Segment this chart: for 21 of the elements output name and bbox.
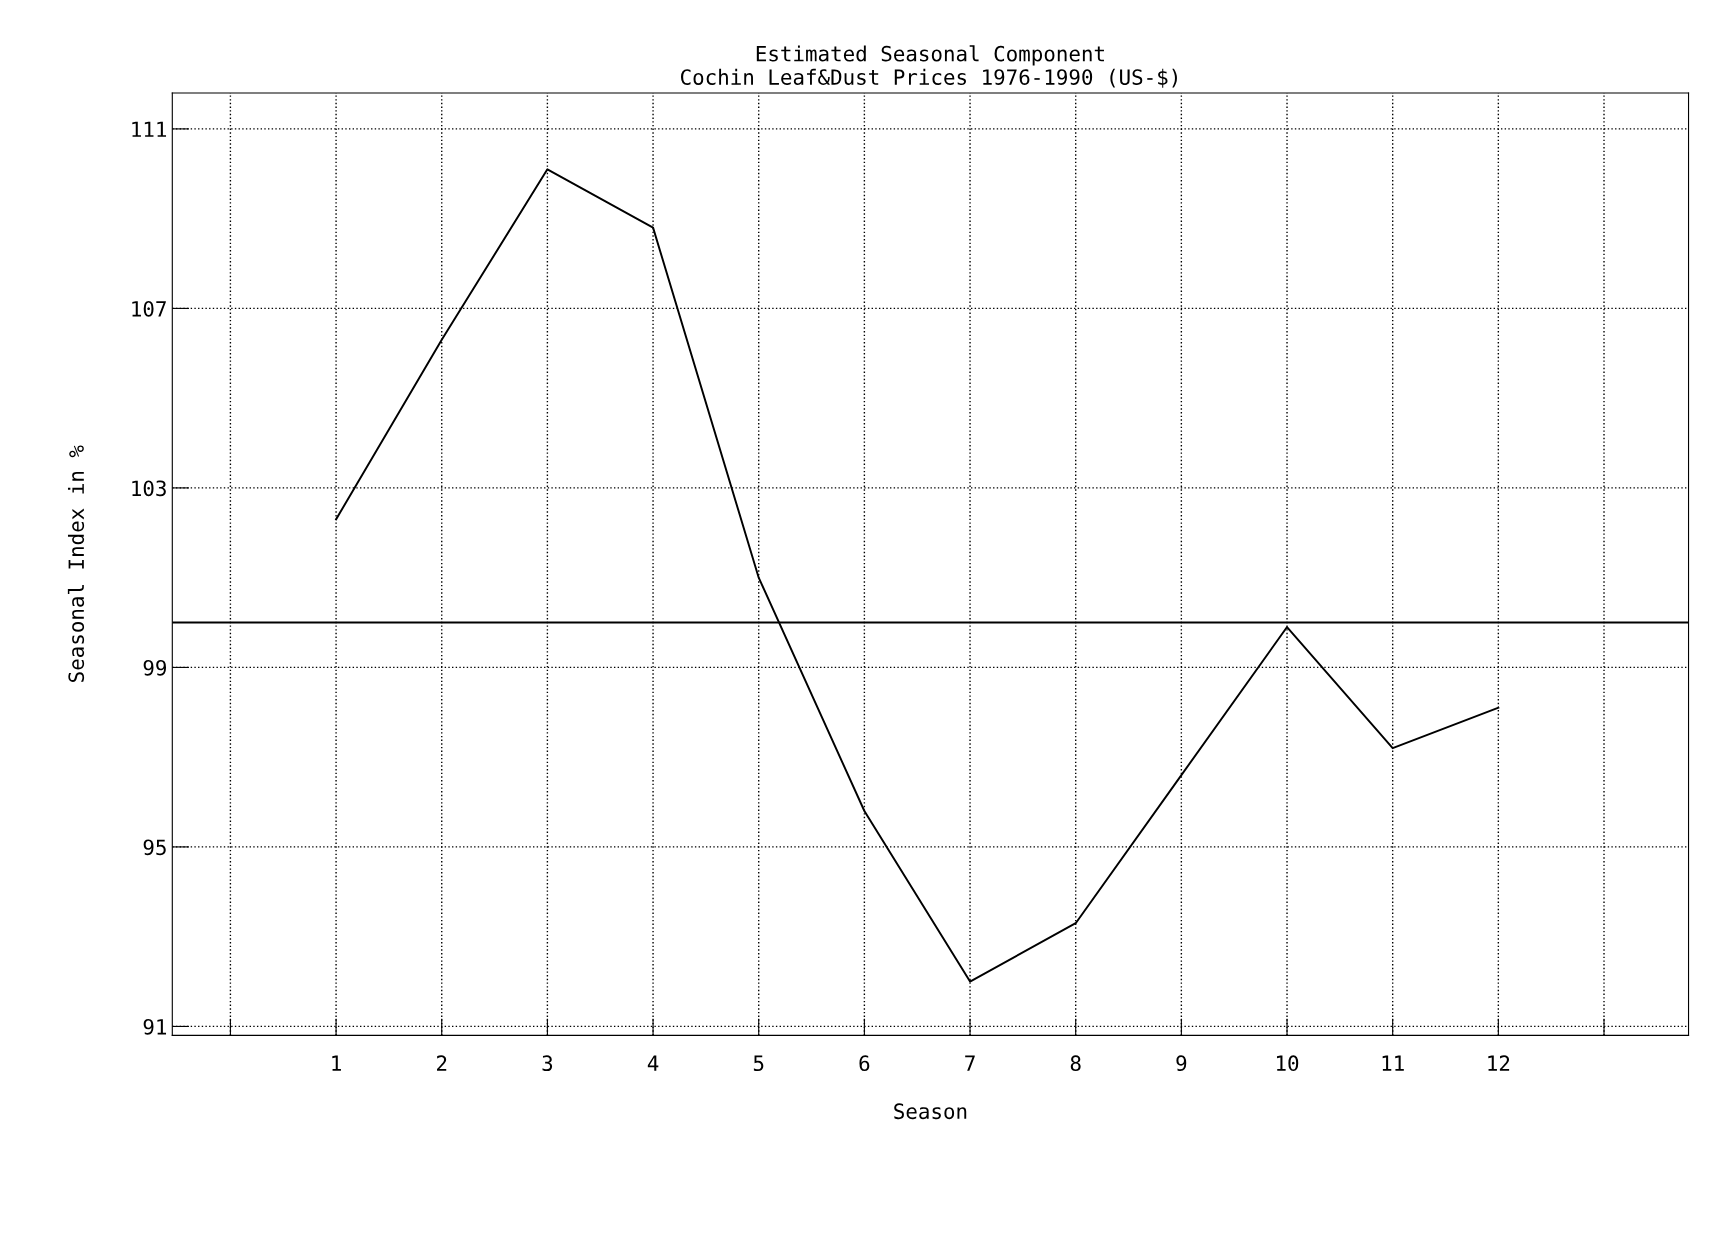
y-tick-label: 99: [143, 659, 167, 676]
x-tick-label: 4: [647, 1055, 659, 1071]
y-tick-label: 95: [143, 839, 166, 856]
x-tick-label: 9: [1176, 1055, 1187, 1072]
x-tick-label: 11: [1382, 1055, 1404, 1071]
y-tick-label: 111: [132, 121, 167, 137]
x-tick-label: 8: [1070, 1055, 1081, 1072]
x-tick-label: 7: [965, 1055, 975, 1071]
x-axis-title: Season: [894, 1103, 967, 1120]
x-tick-label: 5: [753, 1055, 764, 1072]
y-tick-label: 103: [132, 480, 166, 497]
y-tick-label: 91: [143, 1018, 167, 1035]
x-tick-label: 1: [332, 1055, 341, 1071]
y-axis-title: Seasonal Index in %: [67, 445, 85, 682]
y-tick-label: 107: [132, 300, 166, 317]
x-tick-label: 3: [542, 1055, 553, 1072]
x-tick-label: 2: [437, 1055, 447, 1071]
x-tick-label: 6: [859, 1055, 870, 1072]
x-tick-label: 10: [1276, 1055, 1299, 1072]
chart-title: Estimated Seasonal Component Cochin Leaf&Dust Prices 1976-1990 (US-$): [680, 45, 1177, 88]
x-tick-label: 12: [1488, 1055, 1510, 1071]
